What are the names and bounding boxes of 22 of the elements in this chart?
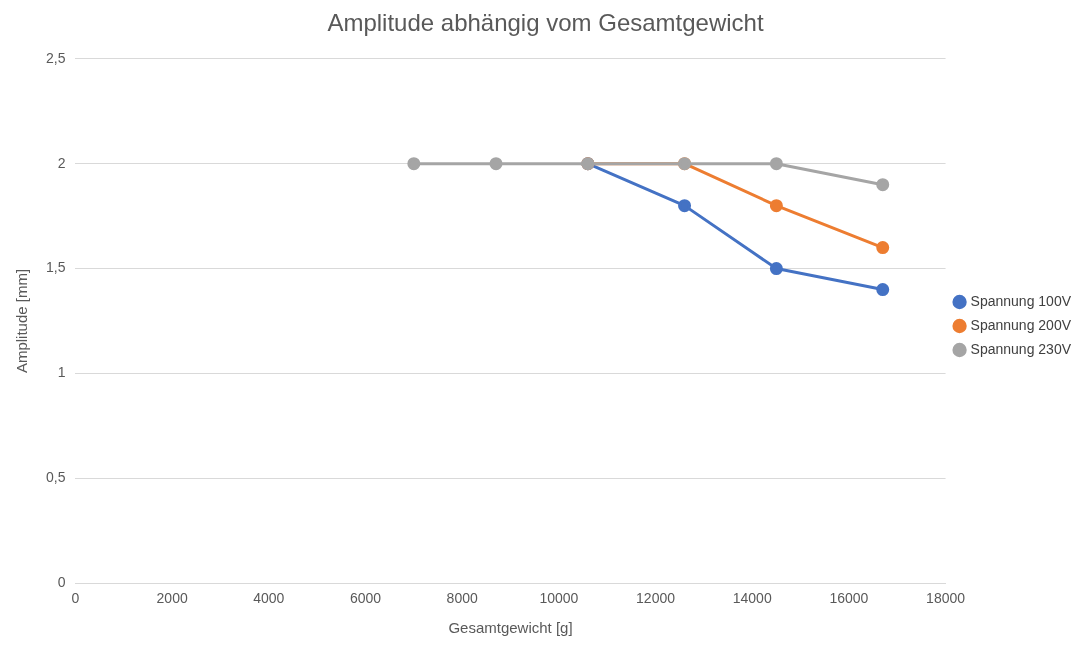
y-tick-label: 0 (57, 574, 66, 591)
y-tick-label: 2,5 (45, 49, 66, 66)
x-tick-label: 4000 (253, 590, 285, 607)
chart-title: Amplitude abhängig vom Gesamtgewicht (327, 9, 764, 37)
y-tick-label: 0,5 (45, 469, 66, 486)
y-axis-title: Amplitude [mm] (13, 268, 31, 374)
x-tick-label: 10000 (539, 590, 579, 607)
x-tick-label: 18000 (926, 590, 966, 607)
x-tick-label: 6000 (349, 590, 382, 607)
y-tick-label: 1 (57, 364, 66, 381)
legend-label: Spannung 200V (970, 316, 1072, 333)
x-tick-label: 0 (71, 590, 80, 607)
legend-label: Spannung 230V (970, 340, 1072, 357)
x-tick-label: 8000 (446, 590, 478, 607)
x-tick-label: 14000 (732, 590, 772, 607)
x-axis-title: Gesamtgewicht [g] (448, 619, 573, 637)
x-tick-label: 2000 (156, 590, 188, 607)
legend-label: Spannung 100V (970, 292, 1072, 309)
x-tick-label: 12000 (636, 590, 676, 607)
y-tick-label: 2 (57, 154, 66, 171)
y-tick-label: 1,5 (45, 259, 66, 276)
x-tick-label: 16000 (829, 590, 869, 607)
